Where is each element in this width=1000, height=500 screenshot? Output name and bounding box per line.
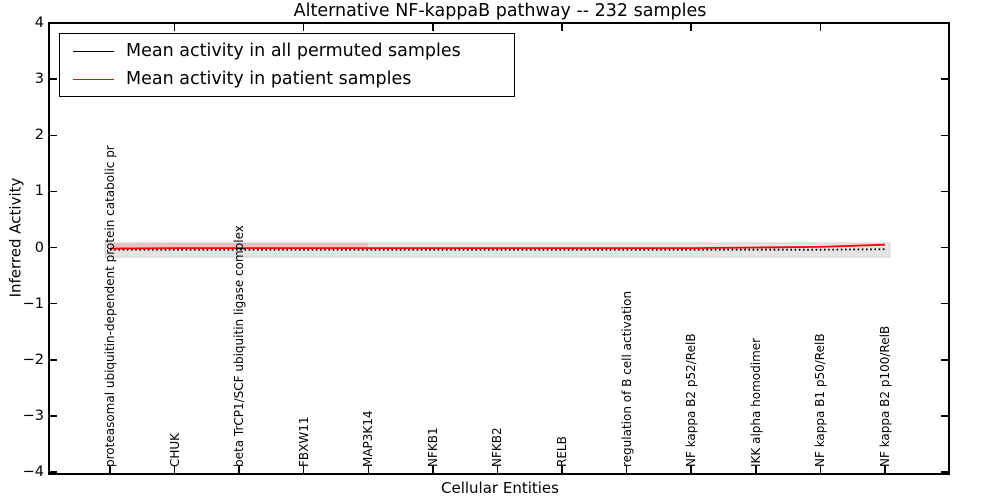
y-tick-label: 1 — [34, 183, 44, 200]
x-tick-mark-top — [561, 24, 563, 31]
x-category-label: MAP3K14 — [361, 410, 376, 467]
patient-spread-halo — [109, 243, 369, 249]
x-tick-mark — [625, 466, 628, 473]
x-tick-mark — [690, 466, 692, 473]
x-category-label: NF kappa B2 p52/RelB — [684, 333, 699, 467]
x-category-label: FBXW11 — [296, 416, 311, 468]
y-tick-label: 4 — [34, 15, 44, 31]
x-tick-mark — [561, 466, 563, 473]
x-category-label: NF kappa B1 p50/RelB — [813, 333, 828, 467]
y-tick-label: −4 — [22, 464, 44, 480]
y-tick-mark-right — [941, 415, 948, 417]
x-category-label: CHUK — [167, 432, 182, 467]
y-tick-label: −1 — [22, 295, 44, 312]
y-tick-label: −3 — [22, 407, 44, 424]
y-tick-mark-right — [941, 190, 948, 193]
y-tick-mark — [50, 190, 57, 193]
y-tick-mark-right — [941, 78, 948, 80]
permuted-line-sample-icon — [73, 50, 114, 52]
x-tick-mark — [367, 466, 370, 473]
legend-item-permuted: Mean activity in all permuted samples — [60, 37, 514, 65]
legend-item-patient: Mean activity in patient samples — [60, 65, 514, 93]
x-category-label: NFKB2 — [490, 427, 505, 467]
x-tick-mark — [819, 466, 822, 473]
y-tick-mark — [50, 415, 57, 417]
x-tick-mark — [302, 466, 305, 473]
x-tick-mark — [238, 466, 240, 473]
y-tick-mark — [50, 246, 57, 249]
x-tick-mark-top — [302, 24, 305, 31]
y-tick-mark-right — [941, 134, 948, 136]
y-tick-mark-right — [941, 246, 948, 249]
x-category-label: IKK alpha homodimer — [748, 337, 763, 467]
permuted-mean-line — [110, 248, 886, 251]
x-tick-mark-top — [432, 24, 434, 31]
y-tick-label: −2 — [22, 351, 44, 368]
x-category-label: NFKB1 — [425, 427, 440, 467]
x-category-label: regulation of B cell activation — [619, 290, 634, 467]
y-tick-mark — [50, 471, 57, 473]
x-tick-mark-top — [819, 24, 822, 31]
x-category-label: proteasomal ubiquitin-dependent protein … — [103, 145, 117, 467]
x-axis-label: Cellular Entities — [441, 479, 559, 497]
chart-title: Alternative NF-kappaB pathway -- 232 sam… — [293, 1, 707, 21]
legend-box: Mean activity in all permuted samples Me… — [59, 33, 515, 97]
x-tick-mark-top — [690, 24, 692, 31]
x-category-label: RELB — [555, 436, 570, 467]
y-tick-mark-right — [941, 22, 948, 24]
y-tick-mark — [50, 134, 57, 136]
x-tick-mark — [109, 466, 111, 473]
legend-label: Mean activity in all permuted samples — [126, 41, 461, 61]
x-tick-mark — [884, 466, 886, 473]
y-tick-mark — [50, 302, 57, 305]
y-tick-mark-right — [941, 471, 948, 473]
x-tick-mark-top — [173, 24, 176, 31]
patient-line-sample-icon — [73, 78, 114, 80]
y-tick-mark-right — [941, 359, 948, 361]
y-tick-mark-right — [941, 302, 948, 305]
y-tick-mark — [50, 359, 57, 361]
y-tick-label: 0 — [34, 239, 44, 256]
chart-svg — [104, 242, 891, 258]
x-tick-mark — [432, 466, 434, 473]
y-tick-mark — [50, 78, 57, 80]
y-tick-label: 2 — [34, 127, 44, 144]
y-tick-label: 3 — [34, 71, 44, 88]
plot-area — [48, 22, 950, 475]
legend-label: Mean activity in patient samples — [126, 69, 412, 89]
patient-mean-line — [109, 243, 886, 250]
x-category-label: beta TrCP1/SCF ubiquitin ligase complex — [232, 225, 247, 467]
x-tick-mark — [173, 466, 176, 473]
x-tick-mark — [755, 466, 757, 473]
x-category-label: NF kappa B2 p100/RelB — [877, 325, 892, 467]
x-tick-mark — [496, 466, 499, 473]
y-tick-mark — [50, 22, 57, 24]
